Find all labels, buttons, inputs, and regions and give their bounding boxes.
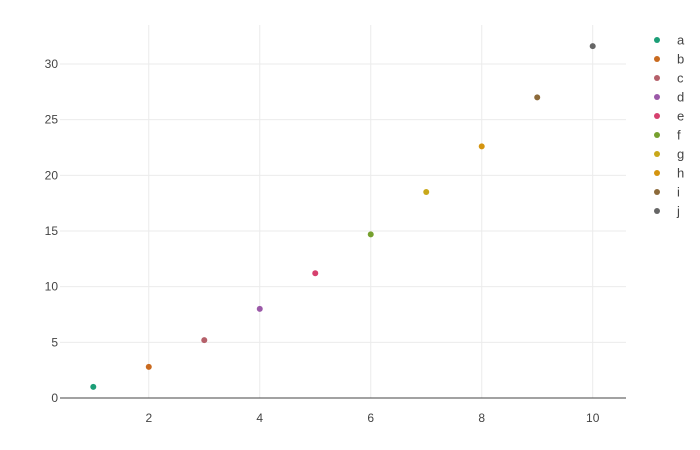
y-tick-label-20: 20 xyxy=(45,168,59,182)
legend-item-a[interactable]: a xyxy=(654,33,685,48)
legend-item-e[interactable]: e xyxy=(654,109,684,124)
gridlines xyxy=(60,25,626,398)
legend-marker-f xyxy=(654,132,660,138)
legend-label-h: h xyxy=(677,166,684,181)
legend-marker-d xyxy=(654,94,660,100)
y-tick-label-10: 10 xyxy=(45,280,59,294)
legend-item-d[interactable]: d xyxy=(654,90,684,105)
tick-labels: 2 4 6 8 10 0 5 10 15 20 25 30 xyxy=(45,57,600,425)
legend-marker-j xyxy=(654,208,660,214)
point-j[interactable] xyxy=(589,43,596,50)
y-tick-label-5: 5 xyxy=(51,335,58,349)
legend-label-g: g xyxy=(677,147,684,162)
legend-label-d: d xyxy=(677,90,684,105)
legend-label-f: f xyxy=(677,128,681,143)
legend-label-j: j xyxy=(676,204,680,219)
x-tick-label-4: 4 xyxy=(256,411,263,425)
legend-item-b[interactable]: b xyxy=(654,52,684,67)
point-h[interactable] xyxy=(478,143,485,150)
point-f[interactable] xyxy=(367,231,374,238)
x-tick-label-6: 6 xyxy=(367,411,374,425)
legend-marker-e xyxy=(654,113,660,119)
data-points xyxy=(90,43,596,390)
legend-item-i[interactable]: i xyxy=(654,185,680,200)
legend-marker-h xyxy=(654,170,660,176)
point-b[interactable] xyxy=(145,363,152,370)
y-tick-label-15: 15 xyxy=(45,224,59,238)
legend-label-e: e xyxy=(677,109,684,124)
legend-item-j[interactable]: j xyxy=(654,204,680,219)
y-tick-label-25: 25 xyxy=(45,113,59,127)
x-tick-label-10: 10 xyxy=(586,411,600,425)
legend-marker-c xyxy=(654,75,660,81)
point-a[interactable] xyxy=(90,383,97,390)
point-g[interactable] xyxy=(423,189,430,196)
legend-marker-a xyxy=(654,37,660,43)
point-e[interactable] xyxy=(312,270,319,277)
legend-label-i: i xyxy=(677,185,680,200)
legend-item-c[interactable]: c xyxy=(654,71,684,86)
legend-label-c: c xyxy=(677,71,684,86)
legend-label-a: a xyxy=(677,33,685,48)
y-tick-label-0: 0 xyxy=(51,391,58,405)
x-tick-label-2: 2 xyxy=(145,411,152,425)
y-tick-label-30: 30 xyxy=(45,57,59,71)
legend-item-h[interactable]: h xyxy=(654,166,684,181)
legend-item-f[interactable]: f xyxy=(654,128,681,143)
legend-marker-g xyxy=(654,151,660,157)
legend-label-b: b xyxy=(677,52,684,67)
legend-item-g[interactable]: g xyxy=(654,147,684,162)
legend-marker-i xyxy=(654,189,660,195)
point-i[interactable] xyxy=(534,94,541,101)
point-c[interactable] xyxy=(201,337,208,344)
point-d[interactable] xyxy=(256,305,263,312)
x-tick-label-8: 8 xyxy=(478,411,485,425)
legend-marker-b xyxy=(654,56,660,62)
